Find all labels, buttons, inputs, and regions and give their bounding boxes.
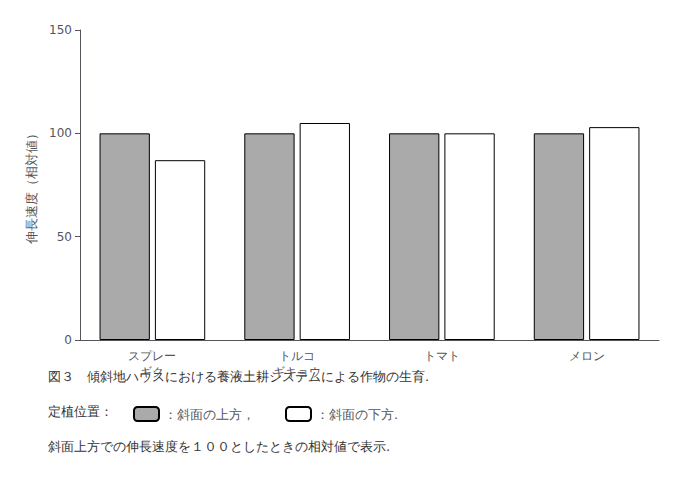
svg-text:定植位置：: 定植位置： [48,404,113,419]
svg-text:伸長速度（相対値）: 伸長速度（相対値） [24,127,39,245]
svg-text:：斜面の下方.: ：斜面の下方. [316,407,398,422]
svg-text:斜面上方での伸長速度を１００としたときの相対値で表示.: 斜面上方での伸長速度を１００としたときの相対値で表示. [48,439,390,454]
svg-text:メロン: メロン [569,349,605,363]
svg-text:50: 50 [57,230,72,244]
svg-text:トルコ: トルコ [279,349,315,363]
svg-text:スプレー: スプレー [128,349,176,363]
svg-text:：斜面の上方，: ：斜面の上方， [164,407,255,422]
svg-text:図３ 傾斜地ハウスにおける養液土耕システムによる作物の生育.: 図３ 傾斜地ハウスにおける養液土耕システムによる作物の生育. [48,369,429,384]
svg-text:100: 100 [49,126,72,140]
svg-text:ギク: ギク [140,365,164,379]
svg-text:0: 0 [64,333,72,347]
svg-text:トマト: トマト [424,349,460,363]
svg-text:ギキョウ: ギキョウ [273,365,321,379]
svg-text:150: 150 [49,23,72,37]
